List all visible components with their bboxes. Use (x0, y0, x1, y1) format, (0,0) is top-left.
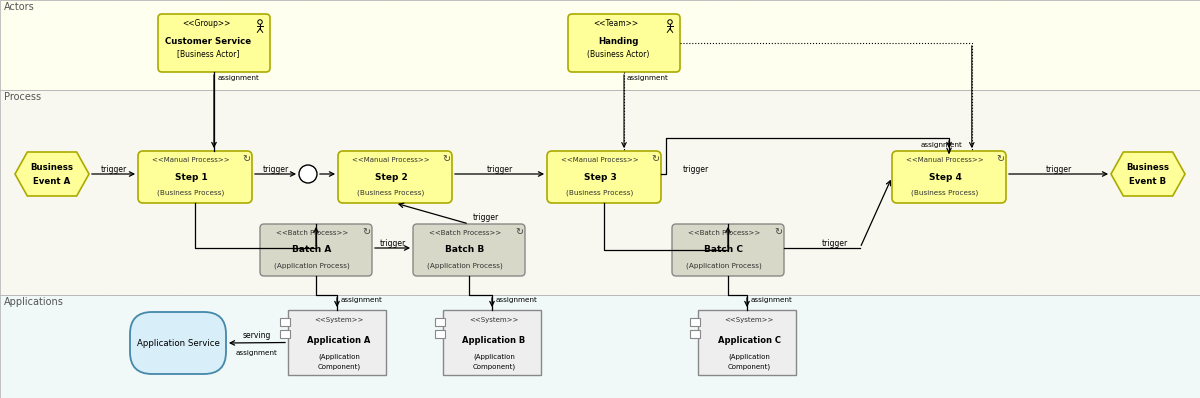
Text: trigger: trigger (683, 164, 709, 174)
Text: <<Batch Process>>: <<Batch Process>> (276, 230, 348, 236)
Text: serving: serving (242, 332, 271, 341)
Text: Component): Component) (727, 364, 770, 370)
Text: <<Team>>: <<Team>> (594, 20, 638, 29)
Text: trigger: trigger (101, 164, 127, 174)
Text: <<Batch Process>>: <<Batch Process>> (428, 230, 502, 236)
Text: (Application Process): (Application Process) (274, 263, 350, 269)
Circle shape (299, 165, 317, 183)
Text: <<Manual Process>>: <<Manual Process>> (562, 157, 638, 163)
Text: Application A: Application A (307, 336, 371, 345)
Text: (Application: (Application (473, 354, 515, 360)
Bar (0, 90, 1200, 295)
Text: (Business Process): (Business Process) (358, 190, 425, 196)
Text: Actors: Actors (4, 2, 35, 12)
Text: <<System>>: <<System>> (314, 317, 364, 323)
Text: assignment: assignment (341, 297, 383, 303)
FancyBboxPatch shape (547, 151, 661, 203)
Bar (436, 330, 445, 338)
Text: trigger: trigger (822, 238, 848, 248)
Bar (698, 310, 796, 375)
Text: Application C: Application C (718, 336, 780, 345)
Text: assignment: assignment (920, 142, 962, 148)
Text: assignment: assignment (496, 297, 538, 303)
Text: assignment: assignment (751, 297, 793, 303)
FancyBboxPatch shape (338, 151, 452, 203)
Text: (Business Process): (Business Process) (566, 190, 634, 196)
FancyBboxPatch shape (130, 312, 226, 374)
Bar (0, 0, 1200, 90)
Bar (436, 318, 445, 326)
Text: ↻: ↻ (650, 154, 659, 164)
Bar (443, 310, 541, 375)
Text: (Application Process): (Application Process) (427, 263, 503, 269)
Bar (0, 295, 1200, 398)
Text: Batch B: Batch B (445, 246, 485, 254)
Text: assignment: assignment (236, 350, 278, 356)
Polygon shape (14, 152, 89, 196)
Text: ↻: ↻ (774, 227, 782, 237)
Text: trigger: trigger (473, 213, 499, 222)
Bar (280, 318, 290, 326)
Bar (288, 310, 386, 375)
Text: Applications: Applications (4, 297, 64, 307)
Text: Process: Process (4, 92, 41, 102)
Text: Step 3: Step 3 (583, 172, 617, 181)
Bar (690, 318, 700, 326)
Text: ↻: ↻ (996, 154, 1004, 164)
Text: (Application: (Application (728, 354, 770, 360)
Text: ↻: ↻ (515, 227, 523, 237)
Text: (Business Process): (Business Process) (911, 190, 979, 196)
Text: ↻: ↻ (242, 154, 250, 164)
Text: Step 4: Step 4 (929, 172, 961, 181)
Bar (690, 330, 700, 338)
Text: <<Batch Process>>: <<Batch Process>> (688, 230, 760, 236)
Text: trigger: trigger (486, 164, 512, 174)
Text: <<System>>: <<System>> (725, 317, 774, 323)
Text: Business: Business (1127, 162, 1170, 172)
Text: Event B: Event B (1129, 176, 1166, 185)
Text: (Application Process): (Application Process) (686, 263, 762, 269)
Text: Application Service: Application Service (137, 339, 220, 347)
Text: assignment: assignment (218, 75, 260, 81)
Text: <<Manual Process>>: <<Manual Process>> (906, 157, 984, 163)
Text: Batch A: Batch A (293, 246, 331, 254)
FancyBboxPatch shape (138, 151, 252, 203)
Text: Customer Service: Customer Service (164, 37, 251, 45)
Text: <<System>>: <<System>> (469, 317, 518, 323)
Text: Component): Component) (473, 364, 516, 370)
Text: ↻: ↻ (442, 154, 450, 164)
Text: trigger: trigger (379, 238, 406, 248)
Text: <<Manual Process>>: <<Manual Process>> (152, 157, 230, 163)
Text: Step 2: Step 2 (374, 172, 407, 181)
Text: Step 1: Step 1 (175, 172, 208, 181)
FancyBboxPatch shape (260, 224, 372, 276)
FancyBboxPatch shape (672, 224, 784, 276)
FancyBboxPatch shape (413, 224, 526, 276)
Text: Event A: Event A (34, 176, 71, 185)
Text: Business: Business (30, 162, 73, 172)
Bar (280, 330, 290, 338)
Text: (Application: (Application (318, 354, 360, 360)
FancyBboxPatch shape (568, 14, 680, 72)
Text: Component): Component) (318, 364, 360, 370)
FancyBboxPatch shape (158, 14, 270, 72)
Text: Handing: Handing (598, 37, 638, 45)
Text: trigger: trigger (263, 164, 289, 174)
FancyBboxPatch shape (892, 151, 1006, 203)
Text: assignment: assignment (628, 75, 668, 81)
Text: [Business Actor]: [Business Actor] (176, 49, 239, 59)
Text: <<Group>>: <<Group>> (182, 20, 230, 29)
Text: (Business Actor): (Business Actor) (587, 49, 649, 59)
Text: trigger: trigger (1045, 164, 1072, 174)
Text: <<Manual Process>>: <<Manual Process>> (352, 157, 430, 163)
Text: Application B: Application B (462, 336, 526, 345)
Text: ↻: ↻ (362, 227, 370, 237)
Text: (Business Process): (Business Process) (157, 190, 224, 196)
Polygon shape (1111, 152, 1186, 196)
Text: Batch C: Batch C (704, 246, 744, 254)
